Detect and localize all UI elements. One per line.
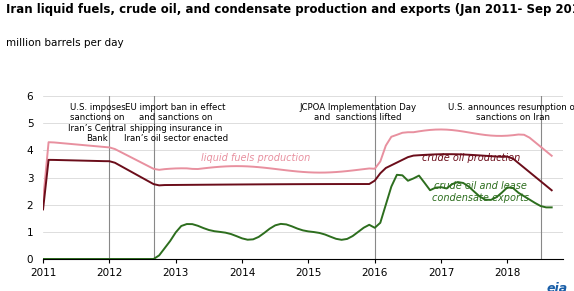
Text: eia: eia [546,282,568,291]
Text: JCPOA Implementation Day
and  sanctions lifted: JCPOA Implementation Day and sanctions l… [300,103,417,122]
Text: Iran liquid fuels, crude oil, and condensate production and exports (Jan 2011- S: Iran liquid fuels, crude oil, and conden… [6,3,574,16]
Text: U.S. announces resumption of
sanctions on Iran: U.S. announces resumption of sanctions o… [448,103,574,122]
Text: million barrels per day: million barrels per day [6,38,123,48]
Text: crude oil production: crude oil production [422,153,520,163]
Text: liquid fuels production: liquid fuels production [201,153,310,163]
Text: crude oil and lease
condensate exports: crude oil and lease condensate exports [432,181,529,203]
Text: EU import ban in effect
and sanctions on
shipping insurance in
Iran’s oil sector: EU import ban in effect and sanctions on… [123,103,228,143]
Text: U.S. imposes
sanctions on
Iran’s Central
Bank: U.S. imposes sanctions on Iran’s Central… [68,103,126,143]
